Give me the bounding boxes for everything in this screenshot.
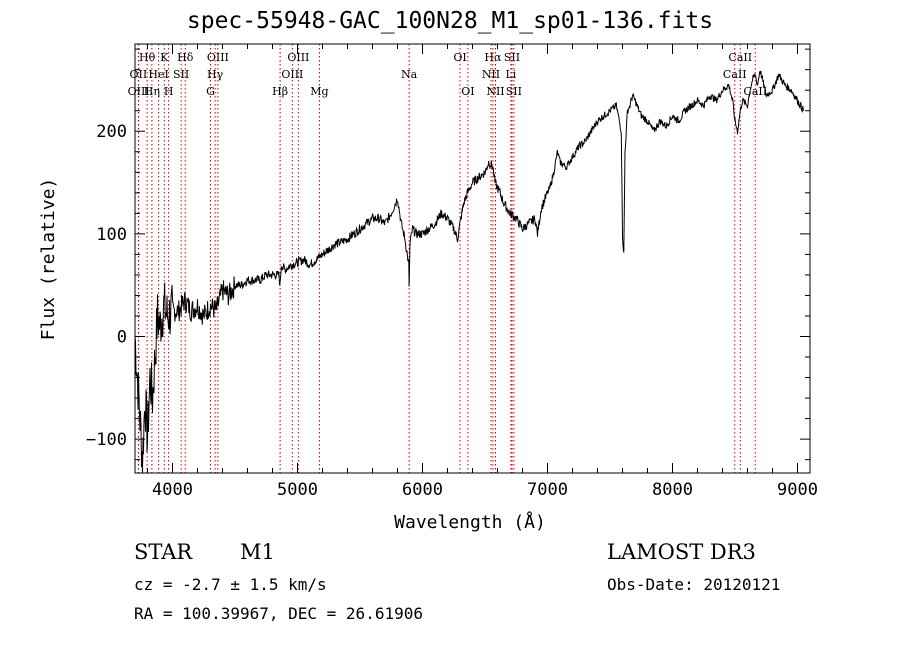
line-marker-label: SII bbox=[173, 68, 189, 81]
line-marker-label: K bbox=[160, 51, 169, 64]
y-axis-label: Flux (relative) bbox=[38, 178, 59, 341]
line-marker-label: OI bbox=[453, 51, 466, 64]
line-marker-label: Hη bbox=[144, 85, 160, 98]
y-tick-label: 100 bbox=[96, 225, 127, 245]
x-tick-label: 4000 bbox=[152, 480, 193, 500]
x-tick-label: 8000 bbox=[652, 480, 693, 500]
x-tick-label: 6000 bbox=[402, 480, 443, 500]
line-marker-label: HeI bbox=[148, 68, 168, 81]
line-marker-label: OI bbox=[461, 85, 474, 98]
x-tick-label: 7000 bbox=[527, 480, 568, 500]
line-marker-label: OII bbox=[130, 68, 148, 81]
survey-name: LAMOST DR3 bbox=[607, 540, 756, 564]
y-tick-label: 200 bbox=[96, 122, 127, 142]
line-marker-label: Li bbox=[505, 68, 516, 81]
line-marker-label: Hγ bbox=[207, 68, 224, 81]
line-marker-label: H bbox=[164, 85, 174, 98]
line-marker-label: G bbox=[206, 85, 215, 98]
axes: 4000 5000 6000 7000 8000 9000 −100 0 100 200 bbox=[86, 43, 818, 500]
axis-labels: Wavelength (Å) Flux (relative) bbox=[38, 178, 546, 533]
redshift-velocity: cz = -2.7 ± 1.5 km/s bbox=[134, 575, 327, 594]
line-marker-label: OIII bbox=[207, 51, 229, 64]
line-marker-label: Na bbox=[401, 68, 418, 81]
line-marker-label: Hα bbox=[484, 51, 502, 64]
line-marker-label: OIII bbox=[287, 51, 309, 64]
line-marker-label: NII bbox=[486, 85, 504, 98]
spectrum-series-flux bbox=[135, 70, 805, 473]
line-marker-label: SII bbox=[504, 51, 520, 64]
object-subclass: M1 bbox=[240, 540, 275, 564]
x-tick-label: 9000 bbox=[777, 480, 818, 500]
line-markers: Hθ OII OIII K HeI Hη SII H Hδ OIII Hγ G Hβ OIII OIII Mg… bbox=[128, 44, 767, 473]
line-marker-label: Hθ bbox=[139, 51, 156, 64]
plot-frame bbox=[134, 43, 811, 474]
spectrum-curve-layer bbox=[135, 70, 805, 473]
line-marker-label: OIII bbox=[128, 85, 150, 98]
line-marker-label: SII bbox=[506, 85, 522, 98]
y-tick-label: −100 bbox=[86, 430, 127, 450]
line-marker-label: CaII bbox=[728, 51, 752, 64]
observation-date: Obs-Date: 20120121 bbox=[607, 575, 781, 594]
object-class: STAR bbox=[134, 540, 193, 564]
line-marker-label: Hβ bbox=[272, 85, 288, 98]
chart-title: spec-55948-GAC_100N28_M1_sp01-136.fits bbox=[186, 8, 714, 34]
line-marker-label: CaII bbox=[723, 68, 747, 81]
line-marker-label: Hδ bbox=[177, 51, 194, 64]
y-tick-label: 0 bbox=[117, 328, 127, 348]
line-marker-label: NII bbox=[482, 68, 500, 81]
x-tick-label: 5000 bbox=[277, 480, 318, 500]
line-marker-label: Mg bbox=[310, 85, 328, 98]
x-axis-label: Wavelength (Å) bbox=[394, 511, 546, 533]
sky-coordinates: RA = 100.39967, DEC = 26.61906 bbox=[134, 604, 423, 623]
line-marker-label: OIII bbox=[281, 68, 303, 81]
